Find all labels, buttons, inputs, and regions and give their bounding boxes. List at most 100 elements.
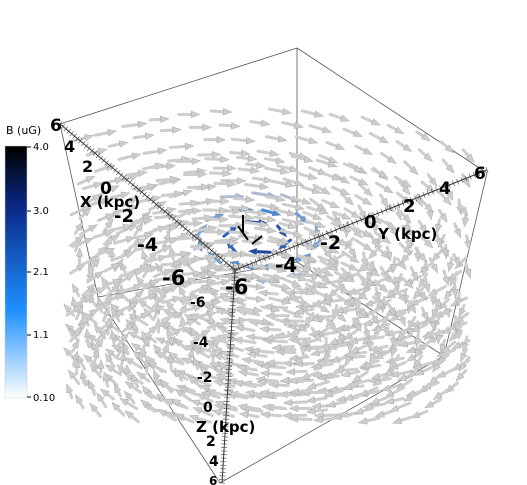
field-arrow-head [337, 333, 345, 344]
z-tick-label: 2 [206, 434, 216, 450]
field-arrow-head [285, 368, 295, 376]
x-tick-label: 0 [100, 179, 112, 199]
x-axis-line-tick [183, 226, 188, 232]
y-tick-label: -4 [275, 253, 297, 277]
field-arrow-head [390, 347, 398, 358]
x-axis-line-tick [212, 250, 217, 256]
field-arrow-head [321, 274, 332, 284]
field-arrow-head [447, 262, 455, 273]
field-arrow-head [83, 238, 94, 245]
field-arrow-head [313, 110, 324, 118]
y-axis-line-tick [338, 225, 342, 232]
field-arrow-head [232, 336, 243, 344]
field-arrow-head [423, 331, 433, 341]
field-arrow-head [214, 264, 224, 272]
field-arrow-head [190, 199, 200, 207]
x-axis-line-tick [180, 223, 185, 229]
field-arrow-head [197, 170, 208, 178]
field-arrow-head [174, 190, 184, 198]
field-arrow-head [190, 399, 201, 407]
field-arrow-head [286, 209, 297, 217]
field-arrow-head [216, 322, 227, 329]
field-arrow-head [297, 274, 308, 282]
field-arrow-head [435, 334, 443, 345]
field-arrow-head [363, 187, 373, 197]
field-arrow-head [155, 305, 166, 313]
field-arrow-head [211, 409, 222, 417]
colorbar-tick-label: 4.0 [33, 142, 49, 153]
field-arrow-head [180, 250, 190, 258]
field-arrow-head [370, 372, 381, 380]
field-arrow-head [449, 332, 458, 342]
field-arrow-head [362, 319, 373, 327]
field-arrow-head [340, 370, 351, 378]
field-arrow-head [203, 242, 214, 250]
colorbar-title: B (uG) [6, 124, 41, 137]
field-arrow-head [329, 246, 340, 254]
field-arrow-head [461, 217, 470, 228]
field-arrow-head [165, 300, 175, 310]
y-axis-line-tick [330, 228, 333, 235]
field-arrow-head [288, 354, 299, 362]
field-arrow-head [212, 298, 222, 307]
x-axis-line-tick [75, 136, 80, 142]
field-arrow-head [297, 323, 308, 332]
field-arrow-head [365, 278, 376, 287]
y-axis-line-tick [296, 242, 300, 248]
field-arrow-head [216, 136, 227, 144]
field-arrow-head [219, 215, 229, 223]
x-tick-label: 6 [50, 116, 62, 136]
field-arrow-head [293, 356, 304, 366]
field-arrow-head [128, 302, 139, 310]
field-arrow-core [251, 235, 263, 245]
field-arrow-head [380, 384, 391, 392]
field-arrow-head [118, 351, 126, 362]
y-axis-line-tick [368, 213, 371, 220]
field-arrow-head [230, 122, 241, 130]
field-arrow-head [219, 350, 230, 358]
field-arrow-head [358, 291, 368, 300]
field-arrow-head [264, 334, 274, 342]
field-arrow-head [373, 292, 381, 302]
field-arrow-head [71, 283, 80, 294]
field-arrow-head [169, 175, 180, 183]
field-arrow-head [410, 271, 419, 282]
field-arrow-head [453, 228, 461, 239]
field-arrow-head [186, 319, 197, 327]
x-axis-line-tick [221, 257, 226, 263]
field-arrow-head [168, 224, 179, 232]
field-arrow-head [432, 391, 443, 400]
field-arrow-head [166, 162, 176, 170]
field-arrow-head [282, 263, 292, 271]
field-arrow-head [75, 394, 83, 404]
field-arrow-head [281, 411, 292, 420]
axes [57, 121, 489, 484]
field-arrow-head [79, 369, 87, 380]
field-arrow-head [340, 286, 351, 295]
field-arrow-head [370, 268, 381, 277]
field-arrow-head [294, 218, 305, 226]
field-arrow-head [83, 354, 93, 364]
field-arrow-head [172, 260, 183, 268]
field-arrow-head [259, 325, 269, 333]
field-arrow-head [172, 312, 183, 320]
field-arrow-head [183, 314, 194, 323]
field-arrow-head [86, 283, 96, 293]
y-axis-line-tick [439, 185, 443, 192]
field-arrow-head [219, 292, 230, 301]
x-axis-line-tick [227, 262, 232, 268]
y-axis-line-tick [389, 205, 392, 212]
x-axis-line-tick [229, 265, 235, 271]
field-arrow-head [240, 204, 251, 212]
y-tick-label: -6 [225, 275, 248, 299]
field-arrow-head [404, 239, 412, 250]
field-arrow-head [99, 198, 110, 205]
field-arrow-head [184, 142, 195, 151]
field-arrow-head [174, 388, 185, 397]
y-axis-line-tick [313, 235, 317, 242]
field-arrow-head [220, 197, 230, 205]
field-arrow-head [238, 411, 249, 419]
field-arrow-head [71, 350, 79, 361]
field-arrow-head [279, 376, 290, 384]
colorbar-tick-label: 3.0 [33, 206, 49, 217]
